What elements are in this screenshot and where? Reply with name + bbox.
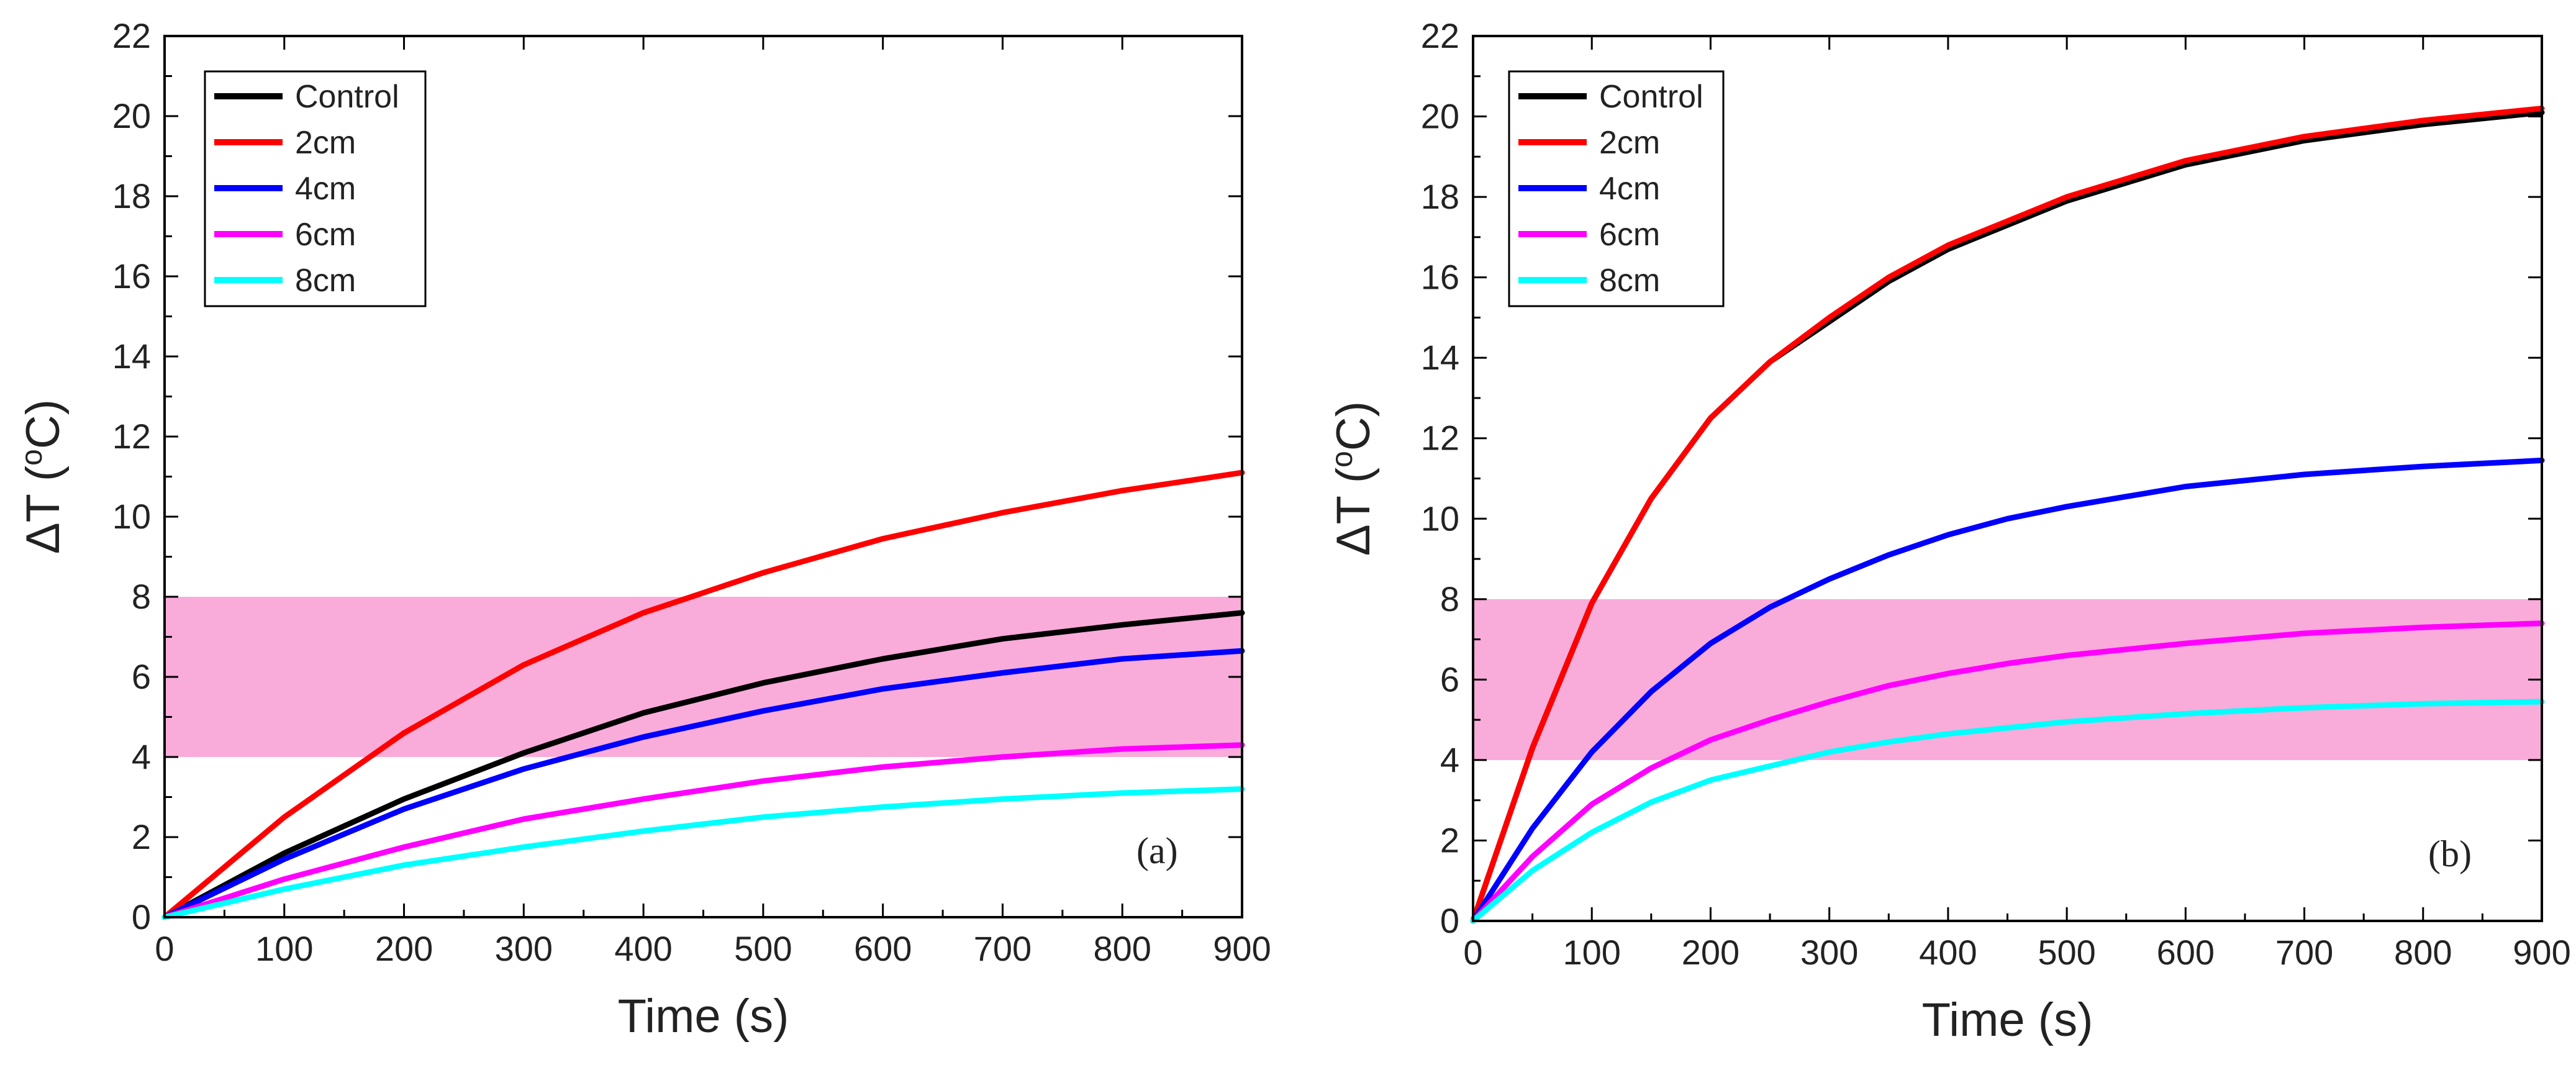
y-tick-label: 4: [1440, 740, 1459, 779]
y-tick-label: 2: [1440, 820, 1459, 859]
legend-label: 8cm: [295, 263, 356, 299]
x-tick-label: 800: [2394, 933, 2452, 972]
legend: Control 2cm 4cm 6cm 8cm: [1508, 70, 1725, 307]
x-tick-label: 100: [255, 929, 313, 968]
legend-label: 8cm: [1599, 263, 1660, 299]
y-tick-label: 2: [132, 817, 151, 856]
x-tick-label: 500: [734, 929, 792, 968]
legend-label: 4cm: [1599, 171, 1660, 207]
series-line-8cm: [161, 786, 1245, 920]
series-line-8cm: [1470, 699, 2545, 924]
chart-panel-b: 0 100 200 300 400 500 600 700 800 900 0 2 4 6 8 10 12 14 1…: [1326, 16, 2571, 1046]
x-tick-label: 800: [1094, 929, 1151, 968]
x-tick-label: 500: [2038, 933, 2095, 972]
series-line-2cm: [1470, 106, 2545, 924]
x-tick-label: 700: [974, 929, 1032, 968]
y-tick-label: 4: [132, 737, 151, 776]
y-tick-label: 12: [112, 417, 151, 456]
x-tick-label: 200: [375, 929, 433, 968]
y-tick-label: 16: [112, 256, 151, 296]
y-tick-label: 20: [1421, 97, 1459, 136]
x-tick-label: 600: [2157, 933, 2215, 972]
series-line-6cm: [1470, 620, 2545, 924]
legend-label: 4cm: [295, 171, 356, 207]
x-tick-label: 400: [1919, 933, 1977, 972]
y-tick-label: 18: [112, 176, 151, 215]
x-tick-label: 0: [1463, 933, 1482, 972]
y-tick-label: 0: [1440, 901, 1459, 940]
y-tick-label: 10: [112, 497, 151, 536]
y-tick-label: 16: [1421, 258, 1459, 297]
y-tick-label: 12: [1421, 419, 1459, 458]
series-line-4cm: [1470, 457, 2545, 924]
y-tick-label: 6: [132, 657, 151, 696]
x-tick-label: 700: [2275, 933, 2333, 972]
panel-label: (b): [2428, 833, 2472, 874]
x-tick-label: 0: [155, 929, 174, 968]
panel-label: (a): [1136, 830, 1178, 871]
y-tick-label: 18: [1421, 177, 1459, 216]
y-axis-label: ΔT (oC): [1326, 401, 1380, 556]
x-tick-label: 900: [2513, 933, 2570, 972]
x-tick-label: 100: [1563, 933, 1621, 972]
y-tick-label: 14: [1421, 338, 1459, 377]
legend-label: 6cm: [295, 217, 356, 253]
y-tick-label: 0: [132, 897, 151, 936]
legend-label: Control: [1599, 79, 1703, 115]
y-tick-label: 6: [1440, 659, 1459, 699]
legend-label: 2cm: [295, 125, 356, 161]
x-tick-label: 600: [854, 929, 912, 968]
target-band: [165, 597, 1242, 757]
y-axis-label: ΔT (oC): [16, 399, 70, 554]
series-line-2cm: [161, 469, 1245, 920]
target-band: [1473, 599, 2542, 760]
y-tick-label: 10: [1421, 499, 1459, 538]
legend-label: 2cm: [1599, 125, 1660, 161]
x-tick-label: 300: [1800, 933, 1858, 972]
series-line-control: [161, 610, 1245, 920]
series-line-4cm: [161, 648, 1245, 920]
y-tick-label: 8: [132, 577, 151, 616]
legend: Control 2cm 4cm 6cm 8cm: [204, 70, 427, 307]
chart-panel-a: 0 100 200 300 400 500 600 700 800 900 0 2 4 6 8 10 12 14 1…: [16, 16, 1271, 1043]
x-tick-label: 200: [1682, 933, 1739, 972]
y-tick-label: 14: [112, 337, 151, 376]
y-tick-label: 22: [112, 16, 151, 55]
x-axis-label: Time (s): [1922, 994, 2093, 1046]
legend-label: 6cm: [1599, 217, 1660, 253]
x-tick-label: 300: [495, 929, 553, 968]
x-tick-label: 900: [1213, 929, 1271, 968]
y-tick-label: 20: [112, 96, 151, 135]
legend-label: Control: [295, 79, 399, 115]
x-axis-label: Time (s): [618, 990, 789, 1043]
y-tick-label: 8: [1440, 579, 1459, 619]
series-line-6cm: [161, 742, 1245, 920]
x-tick-label: 400: [614, 929, 672, 968]
y-tick-label: 22: [1421, 16, 1459, 55]
